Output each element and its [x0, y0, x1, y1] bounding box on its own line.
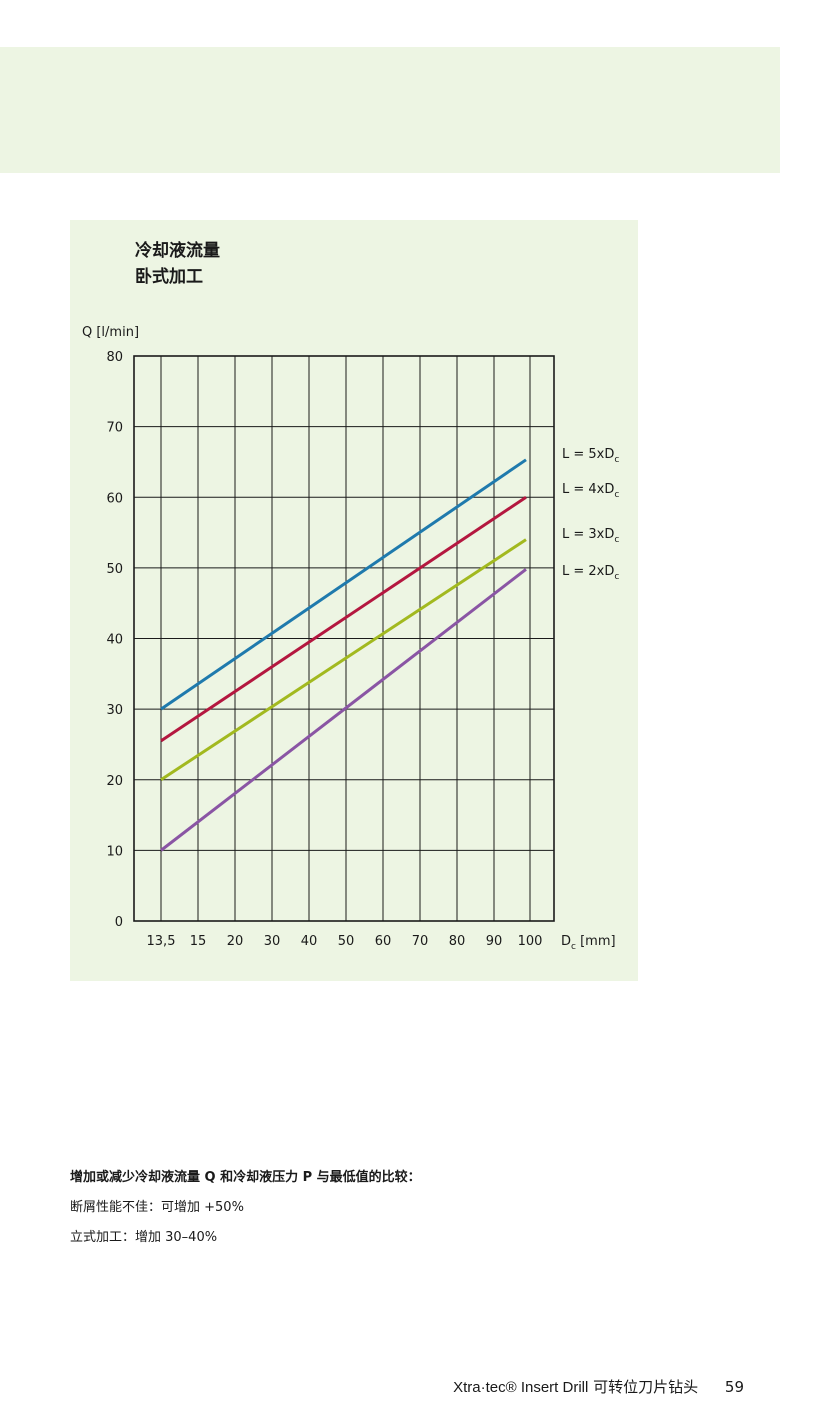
y-tick-label: 50 — [106, 562, 123, 577]
y-tick-label: 40 — [106, 633, 123, 648]
legend-entry-sub: c — [614, 572, 619, 582]
legend-entry-sub: c — [614, 535, 619, 545]
legend-entry-main: L = 4xD — [562, 482, 614, 497]
chart-title-line-1: 冷却液流量 — [135, 241, 220, 261]
legend-entry-sub: c — [614, 490, 619, 500]
note-line-3: 立式加工：增加 30–40% — [70, 1230, 218, 1245]
chart-series — [160, 458, 527, 852]
chart-panel — [70, 220, 638, 981]
x-tick-label: 40 — [301, 934, 318, 949]
legend-entry: L = 5xDc — [562, 447, 619, 465]
legend-entry-main: L = 3xD — [562, 527, 614, 542]
series-line — [160, 496, 527, 743]
x-axis-label-unit: [mm] — [576, 934, 616, 949]
x-tick-label: 90 — [486, 934, 503, 949]
y-tick-label: 60 — [106, 491, 123, 506]
page-number: 59 — [724, 1378, 744, 1396]
legend-entry: L = 2xDc — [562, 564, 619, 582]
x-axis-ticks: 13,5 15 20 30 40 50 60 70 80 90 100 — [147, 934, 543, 949]
series-line — [160, 538, 527, 782]
y-tick-label: 30 — [106, 703, 123, 718]
x-tick-label: 15 — [190, 934, 207, 949]
legend-entry: L = 4xDc — [562, 482, 619, 500]
y-tick-label: 10 — [106, 844, 123, 859]
x-tick-label: 100 — [518, 934, 543, 949]
x-tick-label: 70 — [412, 934, 429, 949]
series-line — [160, 458, 527, 711]
legend-entry: L = 3xDc — [562, 527, 619, 545]
y-tick-label: 70 — [106, 421, 123, 436]
series-line — [160, 568, 527, 852]
coolant-note: 增加或减少冷却液流量 Q 和冷却液压力 P 与最低值的比较： 断屑性能不佳：可增… — [70, 1163, 421, 1253]
x-tick-label: 20 — [227, 934, 244, 949]
y-tick-label: 80 — [106, 350, 123, 365]
legend-entry-main: L = 2xD — [562, 564, 614, 579]
x-tick-label: 50 — [338, 934, 355, 949]
footer-subtitle: 可转位刀片钻头 — [593, 1378, 699, 1396]
footer-brand: Xtra·tec® Insert Drill — [453, 1379, 589, 1396]
note-line-2: 断屑性能不佳：可增加 +50% — [70, 1200, 244, 1215]
chart-title-line-2: 卧式加工 — [135, 267, 203, 287]
x-tick-label: 30 — [264, 934, 281, 949]
legend-entry-sub: c — [614, 455, 619, 465]
page-footer: Xtra·tec® Insert Drill 可转位刀片钻头 59 — [360, 1376, 744, 1397]
x-tick-label: 60 — [375, 934, 392, 949]
x-tick-label: 13,5 — [147, 934, 176, 949]
x-axis-label-main: D — [561, 934, 571, 949]
header-band — [0, 47, 780, 173]
x-axis-label: Dc [mm] — [561, 934, 616, 952]
note-line-1: 增加或减少冷却液流量 Q 和冷却液压力 P 与最低值的比较： — [70, 1170, 421, 1185]
plot-frame — [133, 355, 555, 922]
y-tick-label: 0 — [115, 915, 123, 930]
x-axis-label-sub: c — [571, 942, 576, 952]
y-axis-ticks: 80 70 60 50 40 30 20 10 0 — [106, 350, 123, 930]
chart-grid — [133, 355, 555, 922]
legend-entry-main: L = 5xD — [562, 447, 614, 462]
chart-title: 冷却液流量 卧式加工 — [135, 238, 220, 290]
x-tick-label: 80 — [449, 934, 466, 949]
y-axis-label: Q [l/min] — [82, 325, 139, 340]
y-tick-label: 20 — [106, 774, 123, 789]
